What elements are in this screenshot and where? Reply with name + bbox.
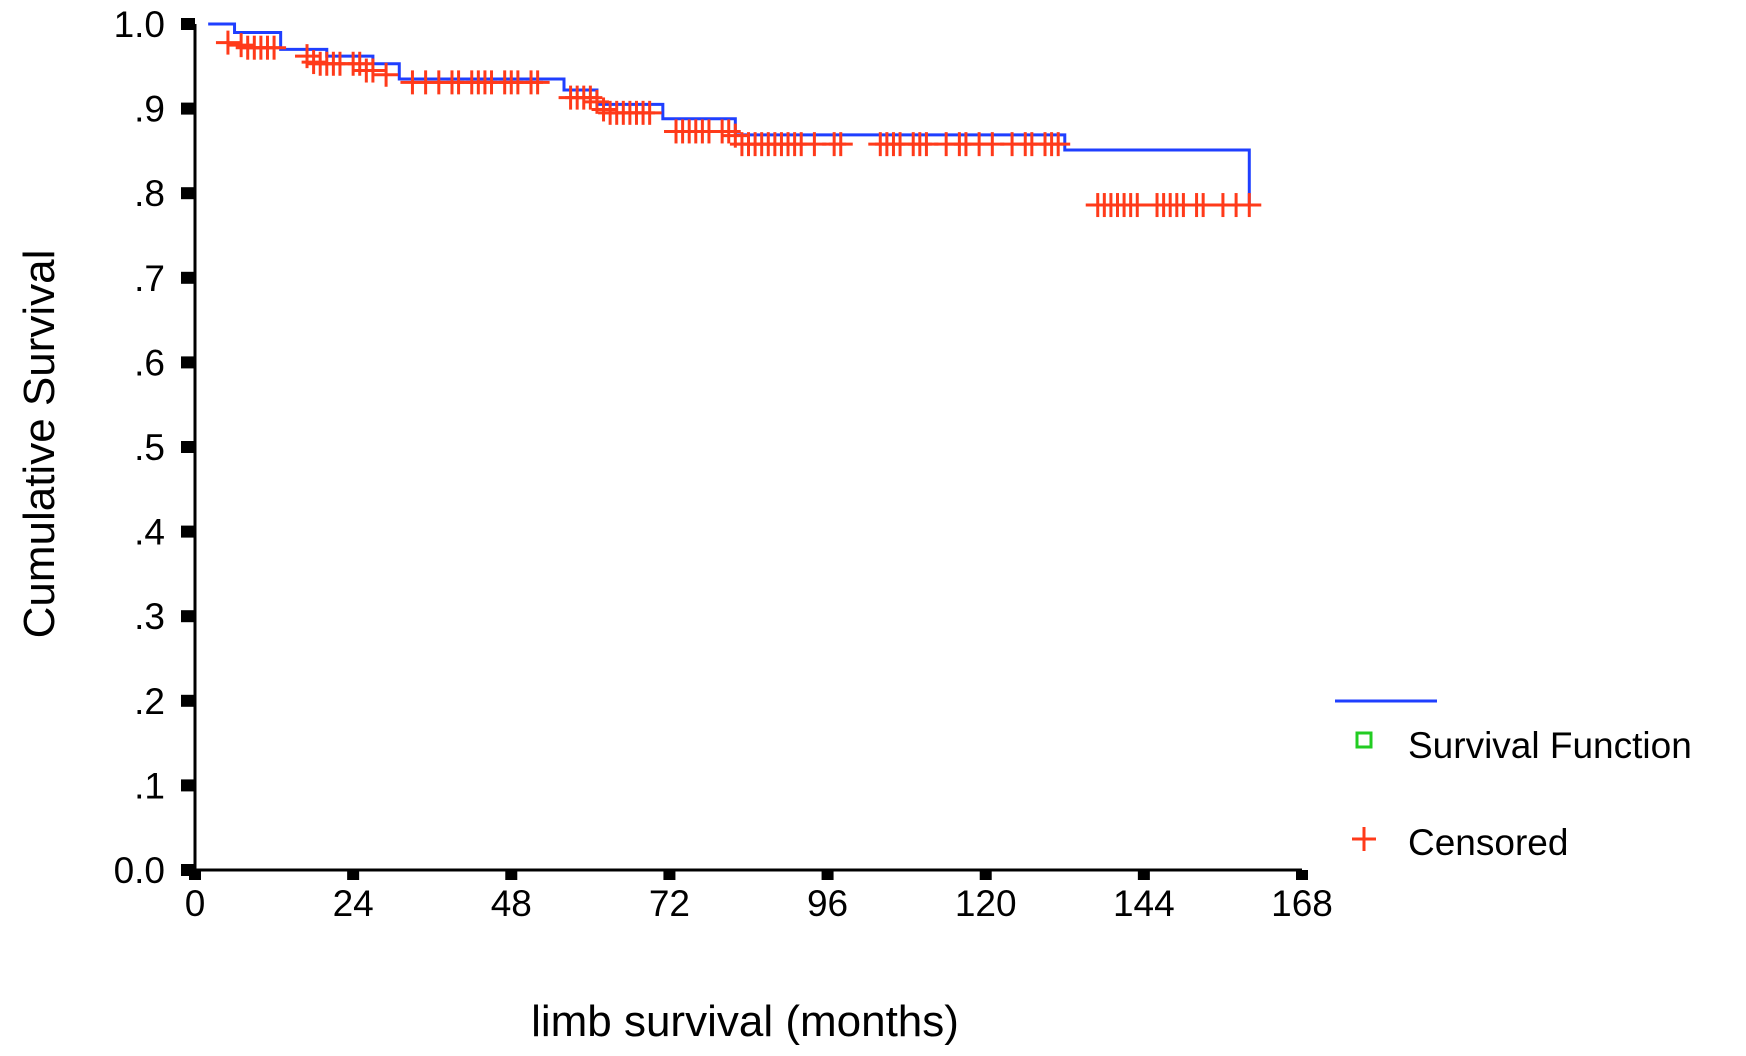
ticks: 0.0 .1 .2 .3 .4 .5 .6 .7 .8 .9 1.0 0 24 48 72 96 120 144 1… — [114, 4, 1333, 924]
y-tick-label: .6 — [134, 342, 165, 383]
y-tick — [181, 356, 195, 369]
censored-marker — [229, 33, 254, 58]
censored-marker — [1237, 193, 1262, 218]
x-tick — [979, 870, 992, 880]
x-tick — [821, 870, 834, 880]
y-axis-title: Cumulative Survival — [15, 250, 64, 639]
x-tick-label: 120 — [955, 883, 1017, 924]
x-tick — [505, 870, 518, 880]
y-tick-label: 0.0 — [114, 850, 165, 891]
x-tick-label: 0 — [185, 883, 206, 924]
x-tick-label: 168 — [1271, 883, 1333, 924]
y-tick-label: .8 — [134, 173, 165, 214]
y-tick — [181, 610, 195, 623]
y-tick-label: .2 — [134, 681, 165, 722]
y-tick-label: .7 — [134, 258, 165, 299]
censored-marker — [716, 119, 741, 144]
censored-marker — [374, 62, 399, 87]
x-tick-label: 48 — [491, 883, 532, 924]
censored-markers — [215, 30, 1262, 218]
series-layer — [208, 22, 1251, 206]
legend: Survival Function Censored — [1335, 699, 1692, 863]
x-tick-label: 24 — [333, 883, 374, 924]
censored-marker — [637, 100, 662, 125]
x-tick-label: 144 — [1113, 883, 1175, 924]
y-tick-label: .9 — [134, 89, 165, 130]
survival-function-line — [208, 22, 1251, 206]
y-tick — [181, 441, 195, 453]
censored-marker — [828, 132, 853, 157]
y-tick — [181, 187, 195, 200]
x-tick — [1296, 870, 1308, 880]
y-tick-label: .1 — [134, 765, 165, 806]
y-tick-label: .3 — [134, 596, 165, 637]
censored-marker — [301, 50, 326, 75]
y-tick — [181, 18, 195, 30]
y-tick — [181, 271, 195, 284]
censored-marker — [1046, 132, 1071, 157]
y-tick — [181, 694, 195, 707]
x-tick — [347, 870, 360, 880]
x-tick-label: 96 — [807, 883, 848, 924]
x-tick — [189, 870, 201, 880]
y-tick-label: .4 — [134, 512, 165, 553]
legend-square-swatch — [1355, 731, 1373, 749]
legend-label-survival-function: Survival Function — [1408, 725, 1692, 766]
legend-label-censored: Censored — [1408, 822, 1568, 863]
y-tick — [181, 102, 195, 115]
x-tick — [1137, 870, 1150, 880]
y-tick-label: 1.0 — [114, 4, 165, 45]
y-tick — [181, 525, 195, 538]
y-tick-label: .5 — [134, 427, 165, 468]
y-tick — [181, 779, 195, 792]
censored-marker — [360, 58, 385, 83]
censored-marker — [262, 35, 287, 60]
legend-plus-swatch — [1352, 827, 1376, 851]
censored-marker — [215, 30, 240, 55]
x-axis-title: limb survival (months) — [531, 997, 959, 1046]
censored-marker — [525, 70, 550, 95]
x-tick-label: 72 — [649, 883, 690, 924]
x-tick — [663, 870, 676, 880]
